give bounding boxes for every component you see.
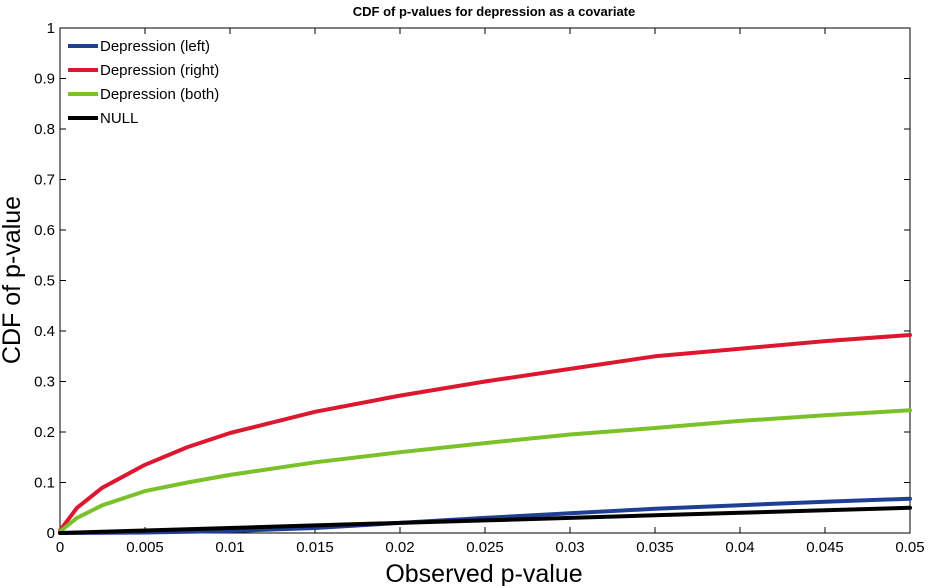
y-tick-label: 1 xyxy=(47,20,55,37)
series-line-1 xyxy=(58,496,912,535)
x-tick-label: 0.015 xyxy=(296,539,334,556)
legend-entry-label: Depression (left) xyxy=(100,38,210,55)
y-tick-label: 0.6 xyxy=(34,222,55,239)
y-tick-label: 0.1 xyxy=(34,475,55,492)
y-tick-label: 0.5 xyxy=(34,273,55,290)
series-line-3 xyxy=(58,408,912,534)
x-axis-ticks: 0 0.005 0.01 0.015 0.02 0.025 0.03 0.035 0.04 0.0… xyxy=(56,28,925,556)
y-tick-label: 0.7 xyxy=(34,172,55,189)
series-line-2 xyxy=(58,333,912,533)
plot-frame xyxy=(59,27,911,534)
chart-title: CDF of p-values for depression as a cova… xyxy=(353,4,635,19)
x-tick-label: 0 xyxy=(56,539,64,556)
y-tick-label: 0.9 xyxy=(34,71,55,88)
y-tick-label: 0.2 xyxy=(34,424,55,441)
x-axis-title: Observed p-value xyxy=(385,560,582,586)
x-tick-label: 0.005 xyxy=(126,539,164,556)
x-tick-label: 0.03 xyxy=(555,539,584,556)
legend-entry-label: Depression (both) xyxy=(100,86,219,103)
x-tick-label: 0.025 xyxy=(466,539,504,556)
legend-entry-label: Depression (right) xyxy=(100,62,219,79)
y-tick-label: 0.8 xyxy=(34,121,55,138)
x-tick-label: 0.05 xyxy=(895,539,924,556)
x-tick-label: 0.01 xyxy=(215,539,244,556)
y-tick-label: 0.4 xyxy=(34,323,55,340)
series-line-4 xyxy=(58,505,912,535)
y-tick-label: 0.3 xyxy=(34,374,55,391)
plot-area xyxy=(59,27,911,534)
series-layer xyxy=(58,333,912,535)
x-tick-label: 0.035 xyxy=(636,539,674,556)
x-tick-label: 0.04 xyxy=(725,539,754,556)
y-axis-title: CDF of p-value xyxy=(0,196,26,364)
legend: Depression (left) Depression (right) Depre… xyxy=(68,38,219,127)
legend-entry-label: NULL xyxy=(100,110,138,127)
y-tick-label: 0 xyxy=(47,525,55,542)
x-tick-label: 0.02 xyxy=(385,539,414,556)
x-tick-label: 0.045 xyxy=(806,539,844,556)
